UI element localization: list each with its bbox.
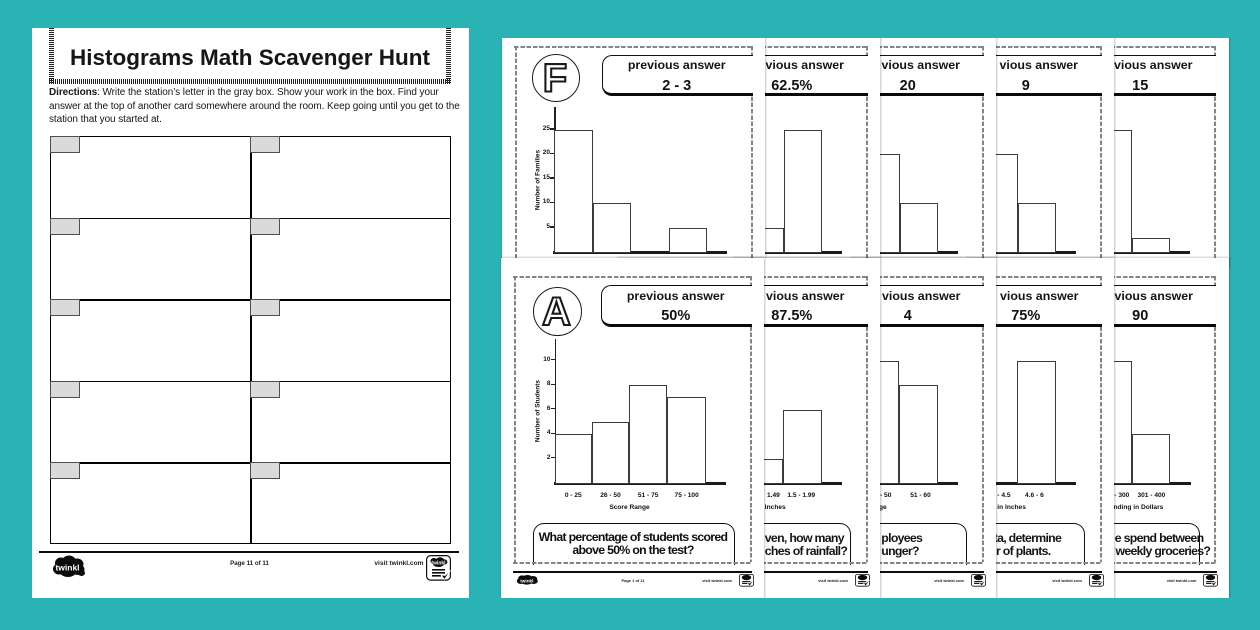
svg-text:twinkl: twinkl [431,561,446,567]
svg-text:A: A [542,289,571,333]
svg-text:F: F [542,56,566,100]
svg-text:twinkl: twinkl [520,578,533,583]
svg-text:twinkl: twinkl [55,563,79,573]
